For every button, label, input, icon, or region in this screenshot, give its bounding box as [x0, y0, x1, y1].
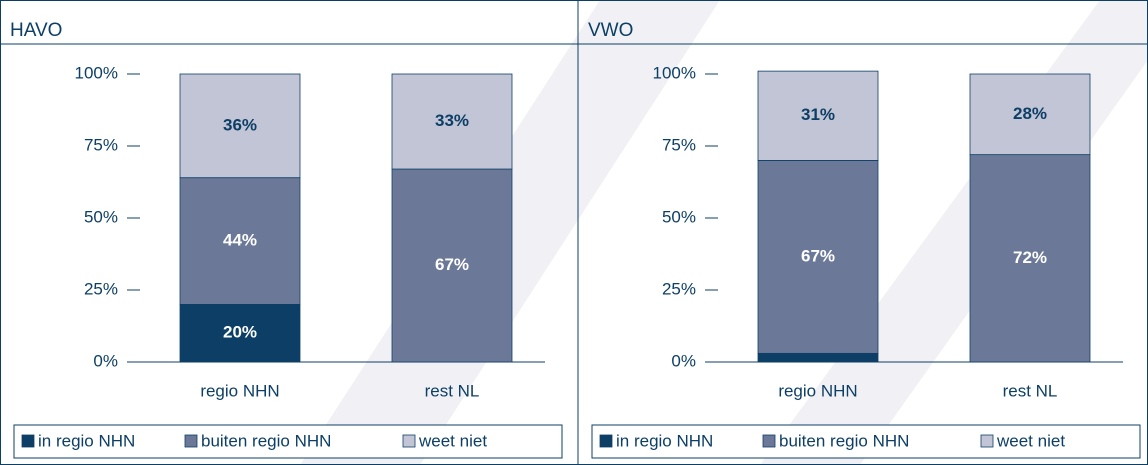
- legend-label: buiten regio NHN: [201, 431, 331, 450]
- legend-swatch: [599, 434, 613, 448]
- legend-swatch: [402, 434, 416, 448]
- value-label: 44%: [223, 231, 257, 250]
- x-tick-label: regio NHN: [200, 381, 279, 400]
- legend-swatch: [980, 434, 994, 448]
- panel-title: VWO: [588, 20, 633, 41]
- bar-segment: [179, 73, 301, 179]
- x-tick-label: rest NL: [1003, 381, 1058, 400]
- y-tick-label: 0%: [671, 351, 696, 370]
- legend-label: weet niet: [418, 431, 487, 450]
- bar-segment: [179, 303, 301, 363]
- y-tick-label: 75%: [84, 135, 118, 154]
- x-tick-label: regio NHN: [778, 381, 857, 400]
- legend-label: in regio NHN: [616, 431, 713, 450]
- legend-label: in regio NHN: [38, 431, 135, 450]
- legend-swatch: [21, 434, 35, 448]
- value-label: 33%: [435, 111, 469, 130]
- legend-label: weet niet: [996, 431, 1065, 450]
- panel-title: HAVO: [10, 20, 62, 41]
- y-tick-label: 100%: [75, 63, 118, 82]
- bar-segment: [757, 70, 879, 161]
- y-tick-label: 75%: [662, 135, 696, 154]
- value-label: 36%: [223, 115, 257, 134]
- legend-swatch: [762, 434, 776, 448]
- legend-box: [591, 424, 1141, 459]
- value-label: 67%: [435, 255, 469, 274]
- bar-segment: [391, 168, 513, 363]
- y-tick-label: 0%: [93, 351, 118, 370]
- y-tick-label: 25%: [662, 279, 696, 298]
- y-tick-label: 100%: [653, 63, 696, 82]
- bar-segment: [391, 73, 513, 170]
- bar-segment: [757, 352, 879, 363]
- x-tick-label: rest NL: [425, 381, 480, 400]
- value-label: 72%: [1013, 248, 1047, 267]
- value-label: 28%: [1013, 104, 1047, 123]
- value-label: 67%: [801, 246, 835, 265]
- y-tick-label: 25%: [84, 279, 118, 298]
- value-label: 20%: [223, 323, 257, 342]
- y-tick-label: 50%: [84, 207, 118, 226]
- bar-segment: [969, 73, 1091, 156]
- legend-swatch: [184, 434, 198, 448]
- bar-segment: [969, 154, 1091, 363]
- y-tick-label: 50%: [662, 207, 696, 226]
- legend-box: [13, 424, 563, 459]
- legend-label: buiten regio NHN: [779, 431, 909, 450]
- value-label: 31%: [801, 105, 835, 124]
- bar-segment: [179, 177, 301, 305]
